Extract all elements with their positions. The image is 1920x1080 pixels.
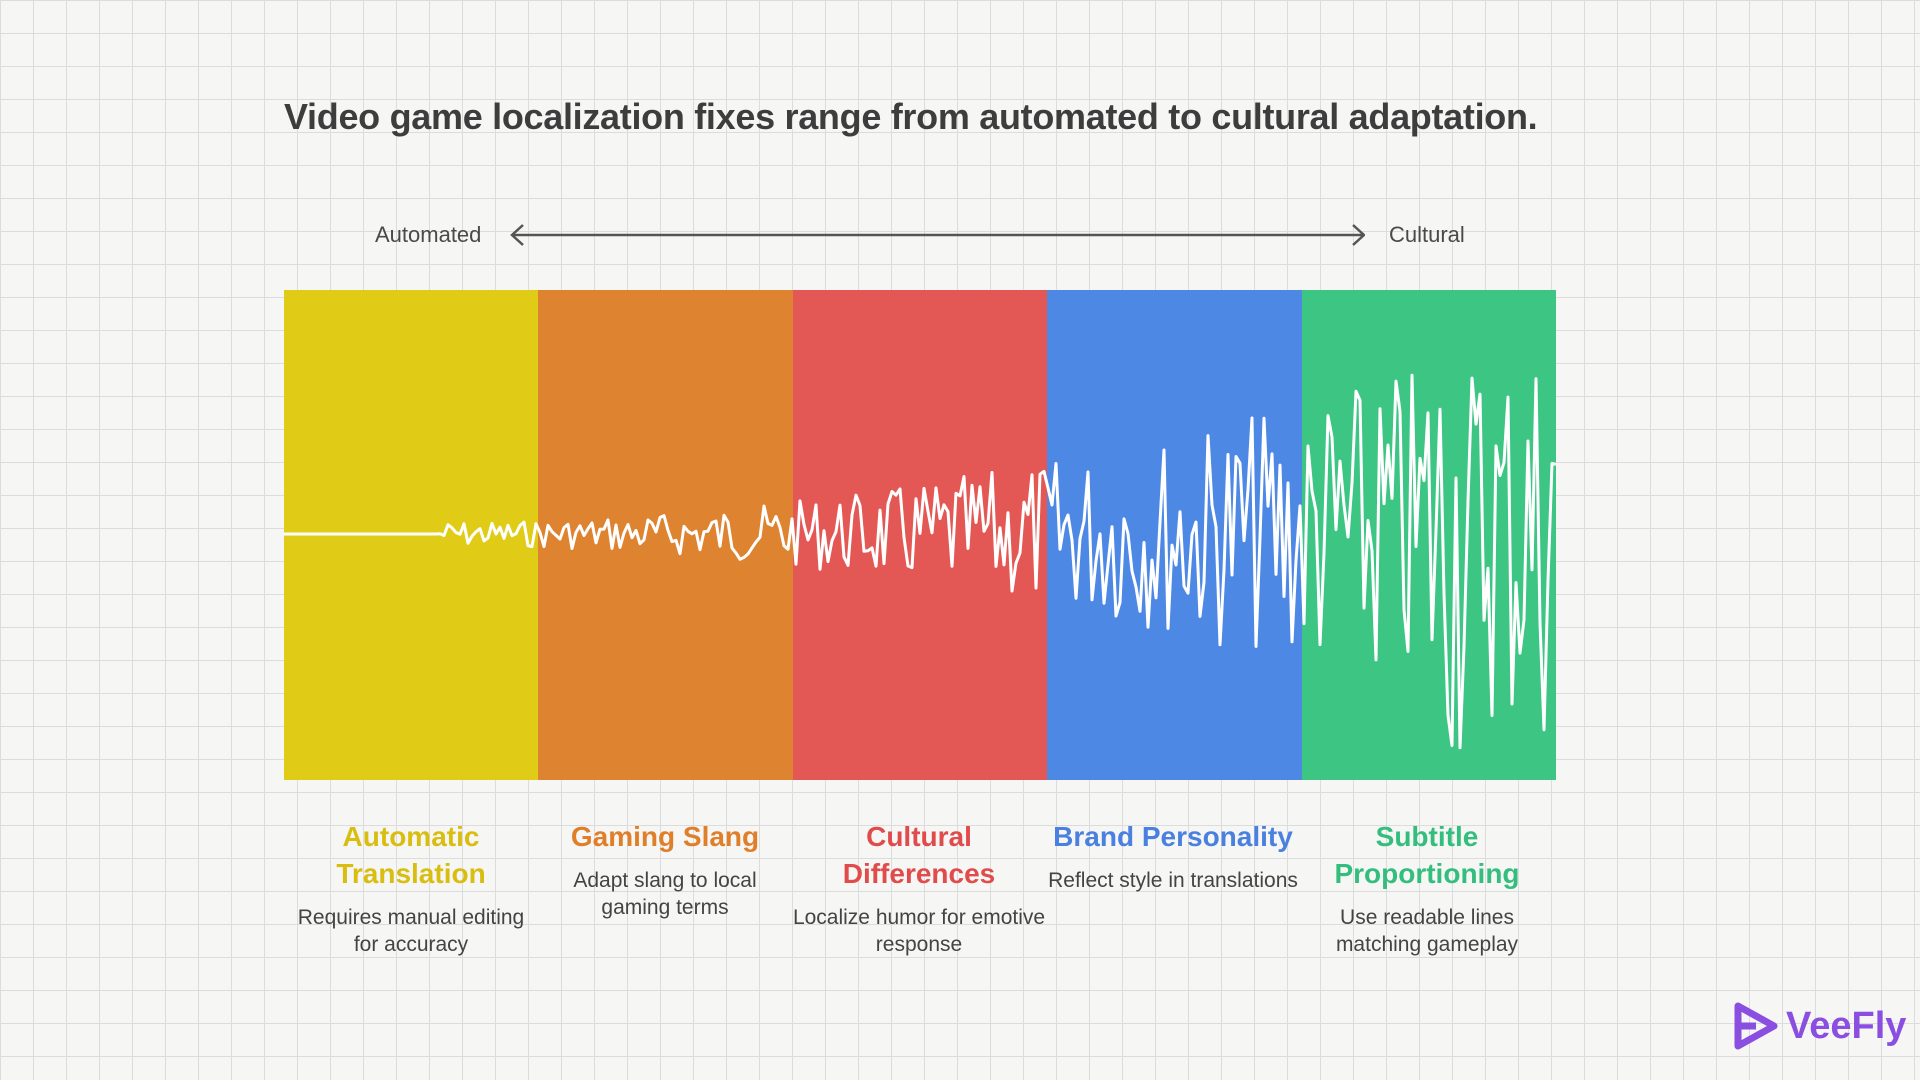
- item-desc: Localize humor for emotive response: [792, 906, 1046, 956]
- item-title: Cultural Differences: [842, 821, 996, 889]
- item-title: Automatic Translation: [336, 821, 486, 889]
- double-arrow-axis: [510, 224, 1365, 246]
- item-desc: Use readable lines matching gameplay: [1335, 906, 1519, 956]
- item-title: Subtitle Proportioning: [1334, 821, 1520, 889]
- play-triangle-logo-icon: [1734, 1002, 1778, 1050]
- item-gaming-slang: Gaming Slang Adapt slang to local gaming …: [538, 818, 792, 921]
- waveform-line: [284, 373, 1556, 750]
- axis-label-automated: Automated: [375, 222, 482, 247]
- logo-text: VeeFly: [1786, 1004, 1907, 1047]
- arrow-left-icon: [510, 224, 524, 246]
- item-desc: Requires manual editing for accuracy: [297, 906, 525, 956]
- veefly-logo: VeeFly: [1732, 1000, 1906, 1052]
- item-automatic-translation: Automatic Translation Requires manual edi…: [284, 818, 538, 958]
- axis-label-cultural: Cultural: [1389, 222, 1465, 247]
- item-desc: Adapt slang to local gaming terms: [573, 869, 757, 919]
- item-desc: Reflect style in translations: [1048, 869, 1298, 892]
- item-subtitle-proportioning: Subtitle Proportioning Use readable lines…: [1300, 818, 1554, 958]
- band-gaming-slang: [538, 290, 793, 780]
- page-title: Video game localization fixes range from…: [284, 96, 1538, 137]
- item-title: Brand Personality: [1053, 821, 1293, 852]
- waveform: [284, 373, 1556, 750]
- item-title: Gaming Slang: [570, 821, 760, 852]
- arrow-right-icon: [1352, 224, 1365, 246]
- item-cultural-differences: Cultural Differences Localize humor for e…: [792, 818, 1046, 958]
- item-brand-personality: Brand Personality Reflect style in transl…: [1046, 818, 1300, 894]
